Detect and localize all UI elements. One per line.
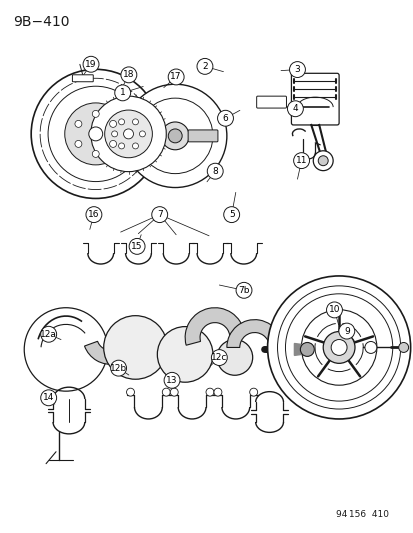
Circle shape bbox=[318, 156, 328, 166]
Circle shape bbox=[24, 308, 107, 391]
Circle shape bbox=[129, 238, 145, 254]
Circle shape bbox=[103, 316, 167, 379]
Circle shape bbox=[293, 152, 309, 168]
Circle shape bbox=[289, 62, 305, 77]
Circle shape bbox=[112, 131, 117, 137]
Circle shape bbox=[83, 56, 99, 72]
Text: 9: 9 bbox=[343, 327, 349, 336]
Circle shape bbox=[139, 131, 145, 137]
Text: 17: 17 bbox=[170, 72, 181, 82]
Circle shape bbox=[162, 388, 170, 396]
Circle shape bbox=[118, 143, 124, 149]
Circle shape bbox=[287, 101, 303, 117]
Circle shape bbox=[338, 323, 354, 339]
FancyBboxPatch shape bbox=[188, 130, 217, 142]
Text: 18: 18 bbox=[123, 70, 134, 79]
Circle shape bbox=[161, 122, 189, 150]
Text: 15: 15 bbox=[131, 242, 142, 251]
Circle shape bbox=[223, 207, 239, 223]
Circle shape bbox=[118, 119, 124, 125]
Text: 13: 13 bbox=[166, 376, 177, 385]
Circle shape bbox=[197, 59, 212, 74]
Text: 12b: 12b bbox=[110, 364, 127, 373]
Wedge shape bbox=[226, 320, 282, 357]
Circle shape bbox=[214, 388, 221, 396]
Circle shape bbox=[170, 388, 178, 396]
FancyBboxPatch shape bbox=[72, 75, 93, 82]
Circle shape bbox=[132, 143, 138, 149]
Text: 7b: 7b bbox=[238, 286, 249, 295]
Circle shape bbox=[206, 388, 214, 396]
Circle shape bbox=[235, 282, 252, 298]
Text: 10: 10 bbox=[328, 305, 339, 314]
Wedge shape bbox=[185, 308, 244, 345]
Text: 16: 16 bbox=[88, 210, 100, 219]
Circle shape bbox=[132, 119, 138, 125]
Text: 12c: 12c bbox=[211, 353, 227, 362]
Circle shape bbox=[216, 340, 252, 375]
Text: 14: 14 bbox=[43, 393, 54, 402]
Circle shape bbox=[398, 343, 408, 352]
Circle shape bbox=[92, 110, 99, 117]
Circle shape bbox=[88, 127, 102, 141]
Circle shape bbox=[92, 150, 99, 157]
FancyBboxPatch shape bbox=[291, 74, 338, 125]
Circle shape bbox=[123, 129, 133, 139]
Text: 4: 4 bbox=[292, 104, 297, 113]
Circle shape bbox=[104, 110, 152, 158]
Circle shape bbox=[267, 276, 410, 419]
Circle shape bbox=[164, 373, 180, 388]
Circle shape bbox=[152, 207, 167, 223]
Circle shape bbox=[109, 120, 116, 127]
Circle shape bbox=[330, 340, 346, 356]
Text: 7: 7 bbox=[157, 210, 162, 219]
Text: 9B−410: 9B−410 bbox=[13, 15, 70, 29]
Circle shape bbox=[300, 343, 313, 357]
Circle shape bbox=[86, 207, 102, 223]
Circle shape bbox=[207, 163, 223, 179]
Circle shape bbox=[109, 140, 116, 148]
Circle shape bbox=[168, 129, 182, 143]
Circle shape bbox=[168, 69, 184, 85]
FancyBboxPatch shape bbox=[256, 96, 286, 108]
Circle shape bbox=[157, 327, 212, 382]
Circle shape bbox=[126, 388, 134, 396]
Text: 11: 11 bbox=[295, 156, 306, 165]
Text: 3: 3 bbox=[294, 65, 299, 74]
Text: 2: 2 bbox=[202, 62, 207, 71]
Circle shape bbox=[326, 302, 342, 318]
Polygon shape bbox=[294, 343, 309, 356]
Circle shape bbox=[40, 326, 57, 342]
Circle shape bbox=[31, 69, 160, 198]
Text: 1: 1 bbox=[119, 88, 125, 98]
Circle shape bbox=[40, 390, 57, 406]
Circle shape bbox=[123, 84, 226, 188]
Circle shape bbox=[364, 342, 376, 353]
Circle shape bbox=[75, 120, 82, 127]
Circle shape bbox=[90, 96, 166, 172]
Text: 19: 19 bbox=[85, 60, 97, 69]
Text: 94 156  410: 94 156 410 bbox=[335, 510, 388, 519]
Circle shape bbox=[323, 332, 354, 364]
Circle shape bbox=[64, 103, 126, 165]
Text: 8: 8 bbox=[212, 167, 218, 176]
Circle shape bbox=[217, 110, 233, 126]
Circle shape bbox=[114, 85, 131, 101]
Circle shape bbox=[211, 350, 227, 366]
Circle shape bbox=[249, 388, 257, 396]
Circle shape bbox=[313, 151, 332, 171]
Text: 6: 6 bbox=[222, 114, 228, 123]
Text: 5: 5 bbox=[228, 210, 234, 219]
Circle shape bbox=[110, 360, 126, 376]
Circle shape bbox=[75, 140, 82, 148]
Wedge shape bbox=[84, 336, 138, 365]
Circle shape bbox=[121, 67, 136, 83]
Text: 12a: 12a bbox=[40, 330, 57, 339]
